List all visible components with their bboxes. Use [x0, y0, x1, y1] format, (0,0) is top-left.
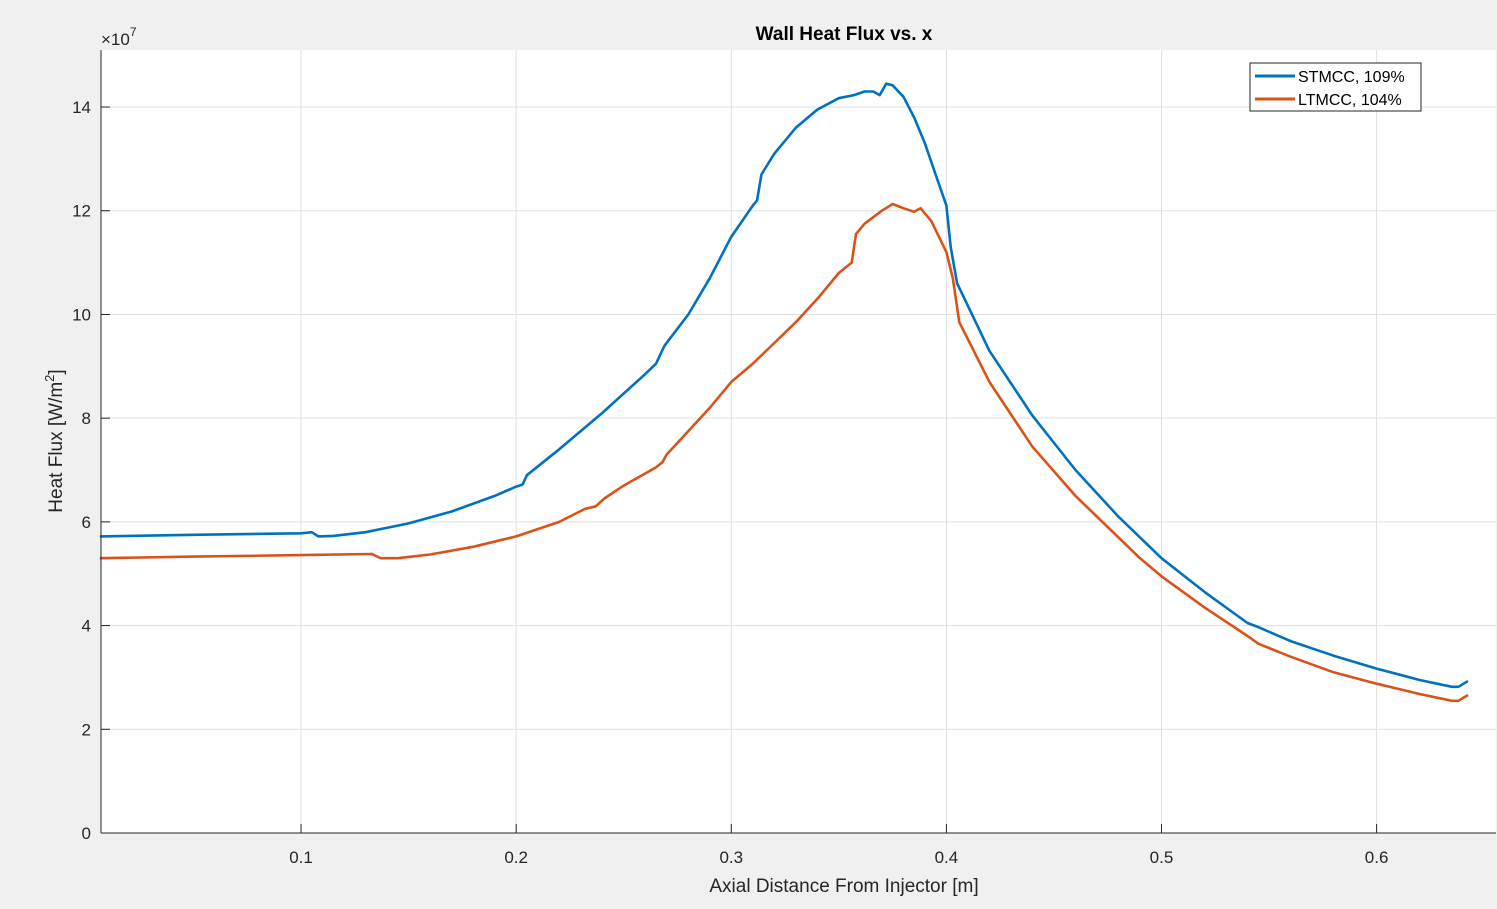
y-tick-label: 6 [82, 513, 91, 532]
legend-box [1249, 62, 1422, 112]
plot-area [101, 50, 1496, 833]
x-tick-label: 0.3 [719, 848, 743, 867]
series-line-ltmcc [99, 202, 1469, 703]
chart-title: Wall Heat Flux vs. x [756, 24, 933, 45]
x-axis-label: Axial Distance From Injector [m] [709, 876, 978, 897]
y-axis-label-main: Heat Flux [W/m [46, 382, 67, 513]
series-layer [99, 82, 1469, 703]
legend-label-ltmcc: LTMCC, 104% [1298, 92, 1402, 109]
y-exponent-label: ×107 [101, 25, 137, 49]
y-tick-label: 10 [72, 305, 91, 324]
y-tick-label: 12 [72, 202, 91, 221]
legend-label-stmcc: STMCC, 109% [1298, 69, 1405, 86]
x-tick-label: 0.2 [504, 848, 528, 867]
legend[interactable]: STMCC, 109% LTMCC, 104% [1249, 62, 1422, 112]
y-tick-label: 8 [82, 409, 91, 428]
x-tick-label: 0.5 [1150, 848, 1174, 867]
y-exponent-base: ×10 [101, 30, 130, 49]
x-tick-label: 0.6 [1365, 848, 1389, 867]
y-tick-label: 0 [82, 824, 91, 843]
y-axis-label: Heat Flux [W/m2] [42, 369, 67, 512]
series-line-stmcc [99, 82, 1469, 689]
y-tick-label: 2 [82, 720, 91, 739]
x-tick-label: 0.4 [935, 848, 959, 867]
axes [100, 50, 1496, 834]
y-ticks: 0 2 4 6 8 10 12 14 [72, 98, 110, 843]
y-exponent-power: 7 [130, 25, 137, 39]
y-axis-label-sup: 2 [42, 375, 57, 382]
y-tick-label: 14 [72, 98, 91, 117]
y-tick-label: 4 [82, 617, 91, 636]
x-ticks: 0.1 0.2 0.3 0.4 0.5 0.6 [289, 824, 1388, 867]
y-axis-label-close: ] [46, 369, 67, 374]
x-tick-label: 0.1 [289, 848, 313, 867]
